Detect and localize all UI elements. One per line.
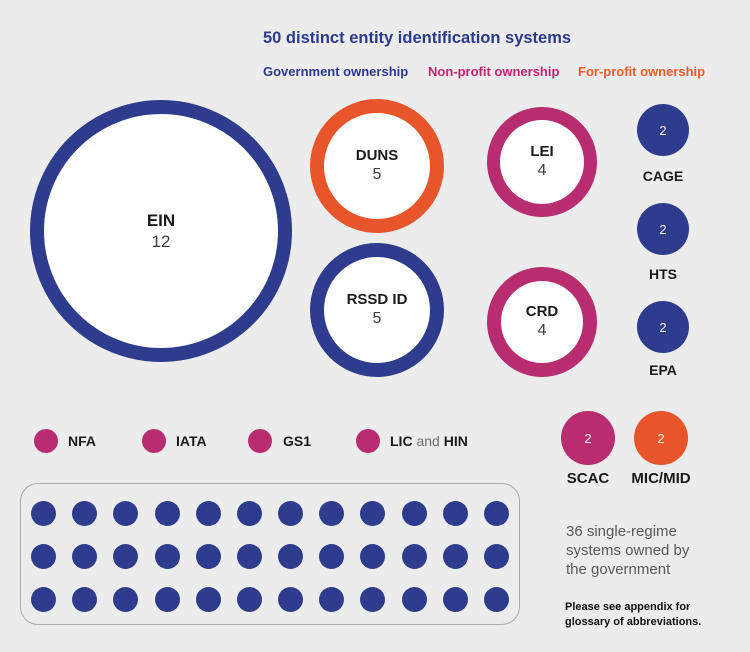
grid-dot [319, 501, 345, 526]
grid-dot [31, 544, 56, 569]
grid-dot [278, 501, 304, 526]
legend-item-forprofit: For-profit ownership [578, 64, 706, 79]
grid-dot [401, 544, 427, 569]
chart-title: 50 distinct entity identification system… [263, 29, 572, 47]
grid-dot [113, 544, 139, 569]
grid-dot [442, 587, 468, 612]
bubble-epa: 2 [637, 301, 689, 353]
grid-dot [113, 587, 139, 612]
grid-dot [278, 544, 304, 569]
single-regime-note: 36 single-regime systems owned by the go… [566, 523, 690, 578]
dot-lic-hin [356, 429, 380, 453]
grid-dot [401, 501, 427, 526]
legend-item-government: Government ownership [263, 64, 409, 79]
bubble-lei: LEI 4 [487, 107, 597, 217]
bubble-epa-label: EPA [649, 362, 677, 378]
grid-dot [236, 544, 262, 569]
dot-lic-hin-label: LIC and HIN [390, 433, 468, 449]
bubble-hts: 2 [637, 203, 689, 255]
grid-dot [319, 544, 345, 569]
grid-dot [113, 501, 139, 526]
bubble-crd-value: 4 [537, 322, 547, 340]
bubble-rssd-id-value: 5 [372, 310, 382, 328]
bubble-hts-label: HTS [649, 266, 677, 282]
bubble-scac-value: 2 [584, 430, 592, 446]
grid-dot [360, 501, 386, 526]
appendix-footnote: Please see appendix for glossary of abbr… [565, 601, 702, 628]
bubble-hts-value: 2 [659, 221, 667, 237]
grid-dot [401, 587, 427, 612]
single-regime-dots [21, 484, 519, 612]
dot-iata-label: IATA [176, 433, 207, 449]
dot-nfa-label: NFA [68, 433, 96, 449]
and-text: and [412, 433, 444, 449]
legend-item-nonprofit: Non-profit ownership [428, 64, 560, 79]
grid-dot [72, 501, 98, 526]
grid-dot [360, 587, 386, 612]
bubble-lei-label: LEI [530, 142, 554, 160]
bubble-duns-value: 5 [372, 166, 382, 184]
grid-dot [154, 587, 180, 612]
lic-label: LIC [390, 433, 413, 449]
hin-label: HIN [443, 433, 468, 449]
grid-dot [236, 501, 262, 526]
grid-dot [483, 501, 509, 526]
grid-dot [72, 544, 98, 569]
bubble-crd-label: CRD [525, 302, 559, 320]
bubble-mic-mid-label: MIC/MID [631, 470, 691, 487]
grid-dot [483, 544, 509, 569]
bubble-mic-mid-value: 2 [657, 430, 665, 446]
bubble-cage: 2 [637, 104, 689, 156]
bubble-cage-value: 2 [659, 122, 667, 138]
grid-dot [31, 501, 56, 526]
grid-dot [319, 587, 345, 612]
bubble-cage-label: CAGE [642, 168, 684, 184]
bubble-crd: CRD 4 [487, 267, 597, 377]
grid-dot [154, 501, 180, 526]
bubble-mic-mid: 2 [634, 411, 688, 465]
bubble-rssd-id-label: RSSD ID [346, 290, 408, 308]
bubble-ein-value: 12 [151, 232, 171, 251]
bubble-ein-label: EIN [146, 210, 176, 230]
grid-dot [154, 544, 180, 569]
bubble-rssd-id: RSSD ID 5 [310, 243, 444, 377]
grid-dot [442, 501, 468, 526]
dot-nfa [34, 429, 58, 453]
grid-dot [360, 544, 386, 569]
grid-dot [236, 587, 262, 612]
grid-dot [278, 587, 304, 612]
grid-dot [72, 587, 98, 612]
single-regime-grid [20, 483, 520, 625]
grid-dot [195, 501, 221, 526]
bubble-ein: EIN 12 [30, 100, 292, 362]
dot-iata [142, 429, 166, 453]
bubble-duns-label: DUNS [355, 146, 399, 164]
grid-dot [483, 587, 509, 612]
bubble-scac-label: SCAC [566, 470, 610, 487]
grid-dot [31, 587, 56, 612]
bubble-scac: 2 [561, 411, 615, 465]
bubble-lei-value: 4 [537, 162, 547, 180]
grid-dot [195, 587, 221, 612]
bubble-duns: DUNS 5 [310, 99, 444, 233]
dot-gs1-label: GS1 [283, 433, 312, 449]
bubble-epa-value: 2 [659, 319, 667, 335]
grid-dot [195, 544, 221, 569]
dot-gs1 [248, 429, 272, 453]
grid-dot [442, 544, 468, 569]
